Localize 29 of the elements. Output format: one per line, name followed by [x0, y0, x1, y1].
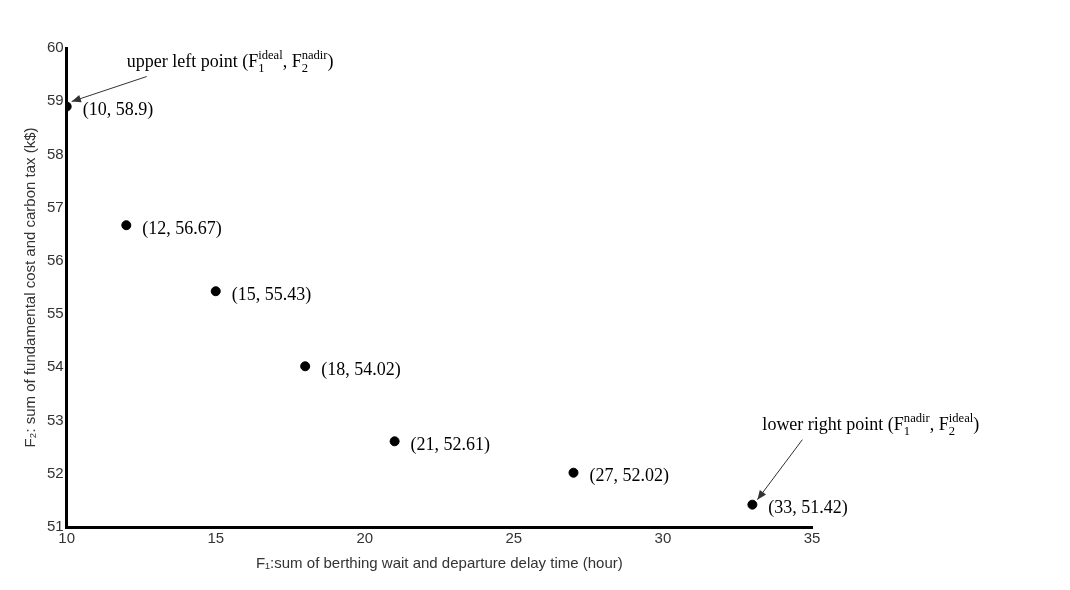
y-tick-label: 58 — [47, 144, 64, 162]
point — [389, 436, 400, 447]
y-tick-label: 52 — [47, 463, 64, 481]
data-label: (18, 54.02) — [321, 359, 401, 380]
y-tick-label: 55 — [47, 304, 64, 322]
data-label: (21, 52.61) — [410, 434, 491, 456]
y-tick-label: 56 — [47, 251, 64, 269]
x-tick-label: 15 — [207, 529, 225, 547]
data-label: (15, 55.43) — [231, 283, 312, 305]
y-tick-label: 53 — [47, 410, 64, 428]
data-label: (33, 51.42) — [768, 497, 848, 519]
data-label: (10, 58.9) — [82, 99, 154, 121]
y-axis-title: F₂: sum of fundamental cost and carbon tax (k$) — [21, 127, 39, 448]
x-tick-label: 30 — [654, 529, 672, 547]
y-tick-label: 60 — [47, 38, 64, 56]
point — [210, 286, 221, 297]
point — [568, 467, 579, 478]
data-label: (27, 52.02) — [589, 465, 669, 487]
x-tick-label: 20 — [356, 529, 374, 547]
x-tick-label: 25 — [505, 529, 523, 547]
x-tick-label: 35 — [803, 529, 821, 547]
x-axis-title: F₁:sum of berthing wait and departure delay time (hour) — [255, 554, 623, 572]
data-label: (12, 56.67) — [142, 217, 222, 239]
point — [300, 361, 311, 372]
y-tick-label: 57 — [47, 197, 64, 215]
point — [121, 220, 132, 231]
y-tick-label: 59 — [47, 91, 64, 109]
point — [747, 499, 758, 510]
y-tick-label: 54 — [47, 357, 64, 375]
